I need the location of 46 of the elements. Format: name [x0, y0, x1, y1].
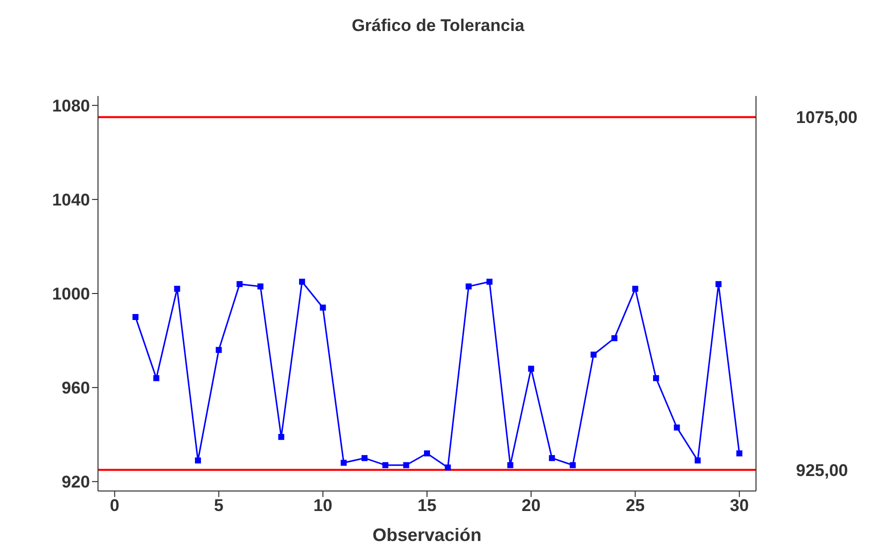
point — [590, 352, 597, 358]
point — [174, 286, 180, 292]
x-tick-label: 15 — [418, 496, 436, 516]
point — [716, 281, 722, 288]
y-tick-label: 1000 — [52, 284, 90, 304]
x-tick-label: 0 — [110, 496, 120, 516]
x-tick-label: 25 — [626, 496, 645, 516]
y-tick-label: 1080 — [52, 96, 90, 116]
point — [694, 457, 701, 464]
chart-title: Gráfico de Tolerancia — [350, 15, 526, 37]
point — [486, 278, 492, 285]
x-tick-label: 5 — [214, 496, 224, 516]
point — [611, 335, 618, 342]
point — [362, 455, 368, 462]
y-tick-label: 1040 — [52, 190, 90, 210]
point — [340, 460, 347, 466]
y-tick-label: 960 — [62, 378, 90, 398]
point — [299, 278, 306, 285]
point — [736, 450, 742, 456]
x-axis-title: Observación — [372, 525, 482, 545]
point — [653, 375, 660, 382]
point — [382, 462, 388, 468]
point — [132, 314, 138, 320]
point — [570, 462, 576, 468]
x-tick-label: 20 — [522, 496, 541, 516]
point — [424, 450, 430, 456]
point — [194, 457, 201, 464]
point — [216, 346, 222, 353]
point — [153, 375, 160, 382]
y-tick-label: 920 — [62, 472, 90, 492]
ref-line-label: 1075,00 — [796, 108, 858, 128]
point — [403, 462, 410, 468]
point — [632, 286, 638, 292]
point — [257, 283, 264, 290]
point — [236, 281, 243, 288]
point — [444, 464, 451, 470]
point — [320, 304, 326, 311]
point — [674, 424, 680, 431]
x-tick-label: 10 — [313, 496, 332, 516]
point — [528, 366, 534, 372]
point — [466, 283, 472, 290]
ref-line-label: 925,00 — [796, 460, 848, 480]
point — [548, 455, 555, 462]
point — [278, 434, 284, 440]
x-tick-label: 30 — [730, 496, 749, 516]
point — [507, 462, 514, 468]
